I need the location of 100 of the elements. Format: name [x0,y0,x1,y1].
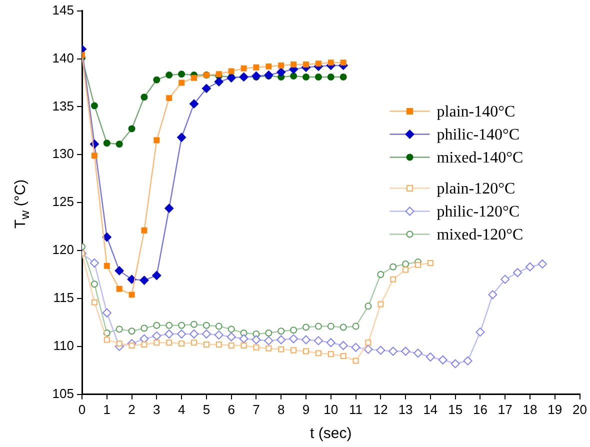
point [214,330,224,340]
point [152,270,162,280]
point [252,335,261,344]
point [438,355,448,364]
point [91,152,98,159]
point [228,68,234,74]
point [289,334,298,344]
point [450,359,460,368]
point [191,340,197,346]
point [402,260,410,268]
point [315,60,322,67]
point [102,308,112,318]
point [116,140,123,148]
point [315,350,322,356]
point [340,60,346,66]
point [177,329,186,338]
point [166,340,172,346]
point [253,64,260,70]
y-tick-label: 135 [52,98,74,114]
point [141,227,148,234]
point [352,358,359,364]
x-tick-label: 19 [548,402,562,417]
point [378,301,384,308]
x-tick-label: 2 [128,402,136,417]
point [376,346,386,355]
point [266,345,272,352]
point [327,322,334,330]
point [266,63,272,70]
y-tick-label: 105 [52,386,74,401]
point [290,347,297,354]
point [290,326,298,334]
x-tick-label: 7 [252,402,260,417]
x-tick-label: 3 [153,402,160,417]
x-tick-label: 16 [472,402,488,417]
point [140,276,149,285]
point [91,299,98,306]
point [340,324,347,331]
point [128,328,136,335]
x-tick-label: 18 [522,402,538,417]
point [388,346,398,356]
point [538,259,547,268]
point [114,266,124,276]
point [390,276,396,282]
point [240,342,247,348]
point [164,204,174,213]
x-tick-label: 10 [324,402,338,417]
point [390,263,397,270]
point [90,258,99,268]
point [265,330,272,337]
point [264,336,274,346]
point [228,342,234,348]
point [116,340,122,347]
point [154,340,160,346]
x-tick-label: 4 [178,402,186,417]
point [513,268,522,278]
point [215,322,222,330]
x-axis-title: t (sec) [310,425,352,442]
point [104,336,110,343]
legend-label: mixed-140°C [436,149,524,166]
legend-label: philic-120°C [436,203,520,220]
y-tick-label: 145 [52,2,74,18]
point [488,290,498,300]
x-tick-label: 0 [78,402,86,417]
point [476,328,485,337]
point [203,342,210,348]
point [427,260,434,266]
point [90,102,98,110]
x-tick-label: 6 [228,402,235,417]
point [103,140,110,147]
y-tick-label: 120 [52,242,74,258]
x-tick-label: 14 [423,402,438,417]
point [154,137,160,144]
point [302,324,310,331]
point [141,342,148,348]
y-tick-label: 140 [52,50,74,66]
point [102,232,112,242]
y-tick-label: 115 [53,290,74,306]
point [314,322,322,330]
point [364,344,373,354]
point [127,274,136,284]
point [166,322,173,329]
point [525,262,534,272]
point [90,280,98,288]
x-tick-label: 5 [202,402,210,417]
point [328,351,334,358]
x-tick-label: 1 [103,402,111,417]
legend-label: mixed-120°C [436,226,524,244]
point [239,334,248,344]
point [228,326,235,333]
point [202,84,211,93]
point [302,73,310,80]
point [216,342,222,348]
x-tick-label: 20 [572,402,588,417]
point [214,77,224,86]
point [276,335,286,344]
x-tick-label: 13 [398,402,413,417]
point [351,342,360,352]
legend-label: plain-120°C [436,180,516,198]
point [402,266,409,273]
point [413,348,422,358]
